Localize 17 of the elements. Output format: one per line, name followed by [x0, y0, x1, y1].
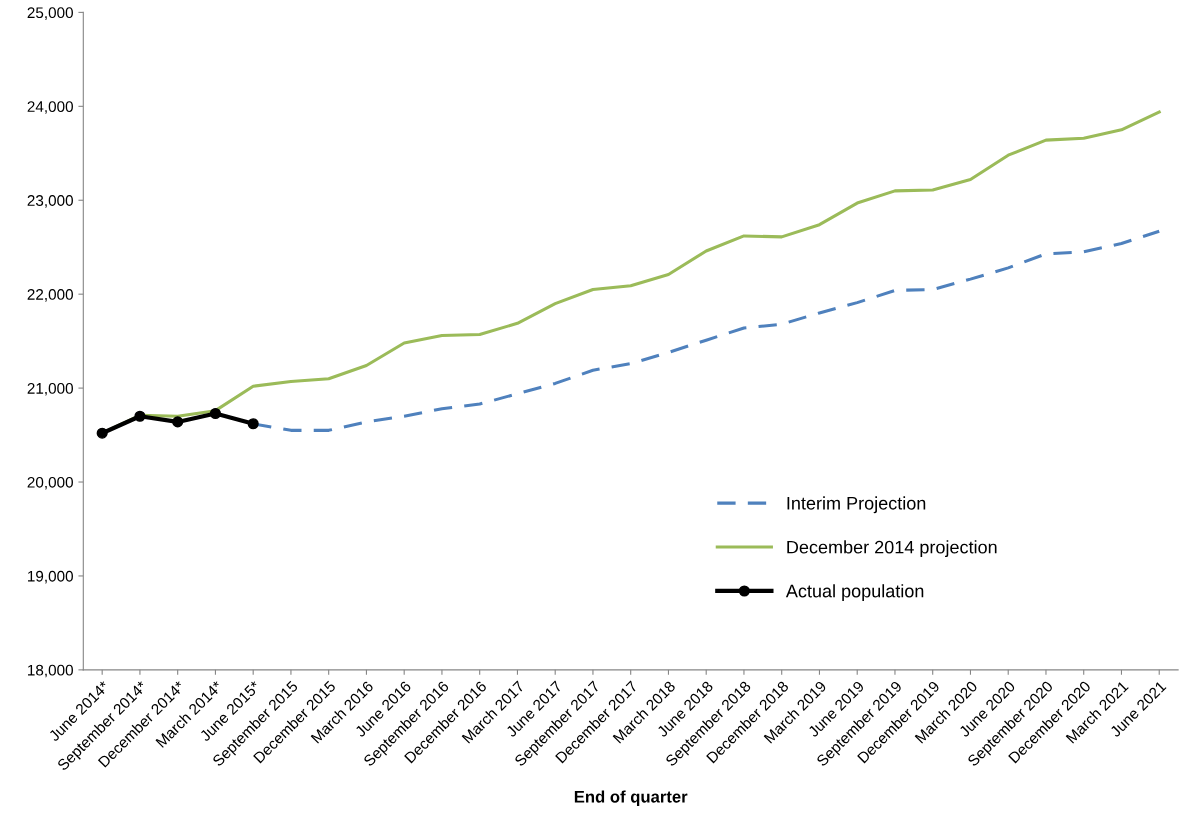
y-tick-label: 23,000: [27, 195, 73, 208]
y-tick-label: 20,000: [27, 476, 73, 490]
y-tick-label: 18,000: [28, 664, 73, 678]
point: [96, 427, 108, 439]
y-tick-label: 19,000: [28, 570, 73, 584]
y-tick-label: 24,000: [27, 101, 73, 114]
y-tick-label: 25,000: [27, 7, 73, 20]
point: [247, 418, 259, 430]
legend-label: Interim Projection: [787, 496, 926, 514]
y-tick-label: 22,000: [27, 289, 73, 302]
y-tick-label: 21,000: [27, 382, 73, 396]
point: [134, 410, 146, 422]
point: [172, 416, 184, 428]
legend-label: Actual population: [785, 584, 924, 602]
legend-label: December 2014 projection: [787, 540, 997, 558]
x-axis-title: End of quarter: [574, 790, 688, 806]
point: [209, 407, 221, 420]
